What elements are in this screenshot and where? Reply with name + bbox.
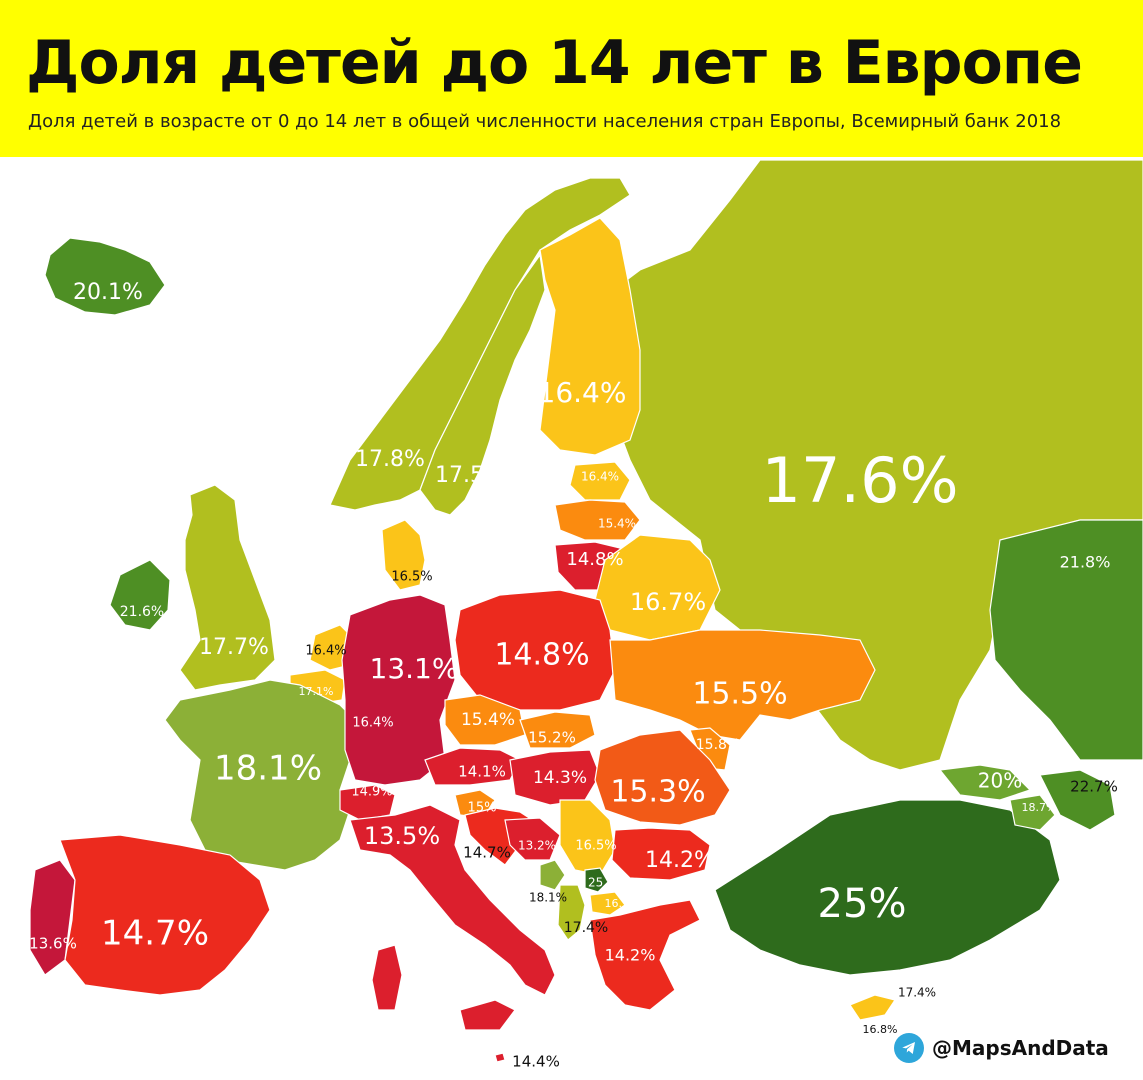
credit-text: @MapsAndData	[932, 1036, 1109, 1060]
country-label-kosovo: 25.8%	[588, 876, 626, 890]
country-label-bulgaria: 14.2%	[645, 848, 715, 873]
country-label-czechia: 15.4%	[461, 710, 515, 730]
country-label-malta: 14.4%	[512, 1053, 560, 1071]
country-north-macedonia	[589, 891, 626, 916]
country-hungary	[509, 749, 601, 806]
country-bosnia	[504, 817, 561, 861]
country-turkey	[714, 799, 1061, 976]
country-label-slovenia: 15%	[468, 801, 497, 816]
country-label-russia: 17.6%	[762, 444, 959, 517]
country-ukraine	[609, 629, 876, 741]
country-georgia	[938, 764, 1032, 801]
country-azerbaijan	[1039, 769, 1116, 831]
country-label-turkey: 25%	[818, 881, 907, 927]
country-label-denmark: 16.5%	[391, 570, 432, 585]
country-label-finland: 16.4%	[538, 376, 627, 409]
country-armenia	[1009, 794, 1056, 831]
country-label-italy: 13.5%	[364, 822, 440, 850]
country-serbia	[559, 799, 616, 876]
country-albania	[557, 884, 586, 941]
country-labels: 20.1% 17.8% 17.5% 16.4% 16.4% 15.4% 14.8% 17.6%…	[29, 280, 1118, 1071]
country-label-poland: 14.8%	[494, 638, 589, 673]
country-montenegro	[539, 859, 566, 891]
country-label-switzerland: 14.9%	[351, 785, 392, 800]
country-czechia	[444, 694, 526, 746]
country-label-sweden: 17.5%	[435, 463, 505, 488]
country-bulgaria	[611, 827, 711, 881]
country-label-albania: 17.4%	[564, 920, 608, 936]
country-iceland	[44, 237, 166, 316]
country-russia	[599, 159, 1143, 771]
country-label-cyprus-north: 17.4%	[898, 986, 936, 1000]
country-label-luxembourg: 16.4%	[352, 716, 393, 731]
country-kazakhstan	[989, 519, 1143, 761]
country-italy	[349, 804, 556, 996]
country-label-moldova: 15.8%	[696, 737, 740, 753]
country-label-hungary: 14.3%	[533, 768, 587, 788]
telegram-icon	[894, 1033, 924, 1063]
country-label-greece: 14.2%	[605, 946, 656, 965]
country-france	[164, 679, 356, 871]
country-sweden	[419, 253, 546, 516]
country-greece	[589, 899, 701, 1011]
header-banner: Доля детей до 14 лет в Европе Доля детей…	[0, 0, 1143, 157]
country-label-serbia: 16.5%	[575, 839, 616, 854]
country-finland	[539, 217, 641, 456]
country-label-ukraine: 15.5%	[692, 677, 787, 712]
country-shapes	[29, 159, 1143, 1063]
country-label-lithuania: 14.8%	[566, 549, 623, 570]
country-label-north-macedonia: 16.7%	[605, 897, 640, 910]
country-label-spain: 14.7%	[101, 914, 209, 954]
country-label-netherlands: 16.4%	[305, 644, 346, 659]
country-label-azerbaijan: 22.7%	[1070, 778, 1118, 796]
country-label-slovakia: 15.2%	[528, 729, 576, 747]
country-label-armenia: 18.7%	[1022, 801, 1057, 814]
country-malta	[494, 1052, 506, 1063]
country-sicily	[459, 999, 516, 1031]
country-label-georgia: 20%	[978, 769, 1022, 793]
country-label-belgium: 17.1%	[299, 685, 334, 698]
country-ireland	[109, 559, 171, 631]
country-label-croatia: 14.7%	[463, 844, 511, 862]
country-label-germany: 13.1%	[370, 652, 459, 685]
country-label-portugal: 13.6%	[29, 935, 77, 953]
country-slovakia	[519, 711, 596, 749]
country-label-estonia: 16.4%	[581, 470, 619, 484]
country-romania	[594, 729, 731, 826]
country-label-austria: 14.1%	[458, 763, 506, 781]
country-kosovo	[584, 867, 609, 893]
country-label-belarus: 16.7%	[630, 588, 706, 616]
country-label-kazakhstan: 21.8%	[1060, 553, 1111, 572]
country-label-france: 18.1%	[214, 749, 322, 789]
country-label-latvia: 15.4%	[598, 517, 636, 531]
country-label-uk: 17.7%	[199, 635, 269, 660]
country-latvia	[554, 499, 641, 541]
country-label-iceland: 20.1%	[73, 280, 143, 305]
country-estonia	[569, 461, 631, 501]
credit-badge: @MapsAndData	[894, 1030, 1109, 1066]
country-uk	[179, 484, 276, 691]
country-label-montenegro: 18.1%	[529, 891, 567, 905]
country-sardinia	[371, 944, 403, 1011]
country-spain	[59, 834, 271, 996]
country-label-ireland: 21.6%	[120, 604, 164, 620]
country-label-cyprus: 16.8%	[863, 1023, 898, 1036]
country-cyprus	[849, 994, 896, 1021]
country-label-norway: 17.8%	[355, 447, 425, 472]
country-poland	[454, 589, 616, 711]
country-label-bosnia: 13.2%	[518, 839, 556, 853]
page-subtitle: Доля детей в возрасте от 0 до 14 лет в о…	[28, 111, 1062, 132]
country-label-romania: 15.3%	[610, 775, 705, 810]
country-denmark	[381, 519, 426, 591]
page-title: Доля детей до 14 лет в Европе	[26, 28, 1083, 98]
